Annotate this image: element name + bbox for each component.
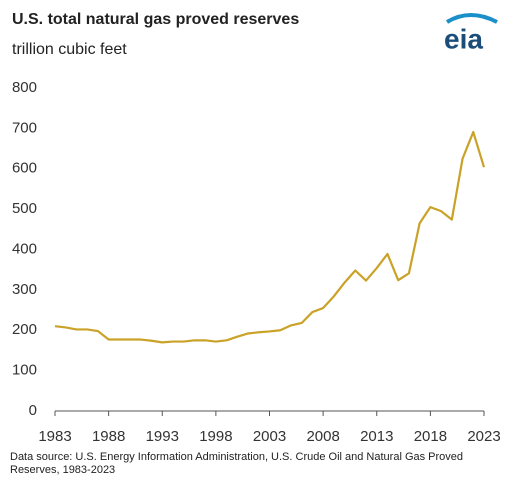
- x-tick-label: 1988: [92, 428, 125, 445]
- y-tick-label: 700: [12, 119, 37, 136]
- y-tick-label: 400: [12, 240, 37, 257]
- chart-subtitle: trillion cubic feet: [12, 41, 127, 58]
- series-line: [54, 130, 486, 344]
- x-tick-label: 1983: [38, 428, 71, 445]
- logo-arc: [445, 13, 498, 24]
- y-tick-label: 0: [29, 402, 37, 419]
- logo: eia: [444, 23, 483, 54]
- y-tick-label: 200: [12, 321, 37, 338]
- y-tick-label: 500: [12, 200, 37, 217]
- x-tick-label: 2023: [467, 428, 500, 445]
- x-tick-label: 2013: [360, 428, 393, 445]
- x-tick-label: 1993: [146, 428, 179, 445]
- source-note: Data source: U.S. Energy Information Adm…: [10, 451, 464, 476]
- chart-title: U.S. total natural gas proved reserves: [12, 11, 299, 28]
- x-tick-label: 1998: [199, 428, 232, 445]
- y-tick-label: 800: [12, 79, 37, 96]
- chart: U.S. total natural gas proved reserves t…: [12, 11, 501, 445]
- x-tick-label: 2008: [306, 428, 339, 445]
- y-tick-label: 600: [12, 160, 37, 177]
- x-tick-label: 2018: [414, 428, 447, 445]
- y-tick-label: 100: [12, 362, 37, 379]
- y-tick-label: 300: [12, 281, 37, 298]
- x-tick-label: 2003: [253, 428, 286, 445]
